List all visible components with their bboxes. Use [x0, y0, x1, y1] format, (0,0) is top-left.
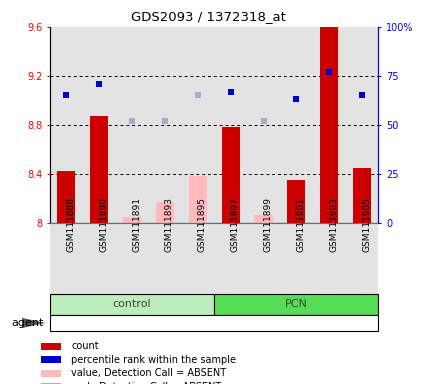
Bar: [82, 27, 115, 223]
Text: GSM111901: GSM111901: [296, 197, 305, 252]
Bar: [345, 223, 378, 294]
Bar: [221, 127, 239, 223]
Text: agent: agent: [11, 318, 43, 328]
Bar: [41, 343, 61, 350]
Bar: [345, 27, 378, 223]
Bar: [115, 223, 148, 294]
Text: PCN: PCN: [284, 299, 307, 310]
Text: rank, Detection Call = ABSENT: rank, Detection Call = ABSENT: [71, 382, 221, 384]
Text: GSM111903: GSM111903: [329, 197, 337, 252]
Bar: [279, 223, 312, 294]
Bar: [155, 202, 174, 223]
Text: percentile rank within the sample: percentile rank within the sample: [71, 355, 236, 365]
Bar: [279, 27, 312, 223]
Text: GSM111895: GSM111895: [197, 197, 206, 252]
Bar: [181, 223, 214, 294]
Text: value, Detection Call = ABSENT: value, Detection Call = ABSENT: [71, 368, 226, 378]
Bar: [214, 27, 247, 223]
Bar: [90, 116, 108, 223]
Text: GSM111897: GSM111897: [230, 197, 239, 252]
Bar: [148, 223, 181, 294]
Text: GSM111899: GSM111899: [263, 197, 272, 252]
Text: GDS2093 / 1372318_at: GDS2093 / 1372318_at: [131, 10, 286, 23]
Bar: [188, 176, 207, 223]
Bar: [50, 294, 214, 315]
Bar: [82, 223, 115, 294]
Polygon shape: [22, 318, 46, 328]
Text: GSM111893: GSM111893: [164, 197, 174, 252]
Bar: [148, 27, 181, 223]
Bar: [41, 370, 61, 377]
Bar: [115, 27, 148, 223]
Bar: [123, 217, 141, 223]
Text: GSM111905: GSM111905: [361, 197, 370, 252]
Bar: [352, 168, 370, 223]
Bar: [50, 223, 82, 294]
Bar: [312, 223, 345, 294]
Text: GSM111890: GSM111890: [99, 197, 108, 252]
Bar: [286, 180, 305, 223]
Bar: [181, 27, 214, 223]
Bar: [247, 27, 279, 223]
Bar: [57, 171, 76, 223]
Bar: [41, 356, 61, 363]
Bar: [214, 294, 378, 315]
Text: count: count: [71, 341, 99, 351]
Bar: [254, 215, 272, 223]
Bar: [214, 223, 247, 294]
Bar: [312, 27, 345, 223]
Text: GSM111888: GSM111888: [66, 197, 75, 252]
Bar: [319, 27, 338, 223]
Bar: [41, 383, 61, 384]
Bar: [247, 223, 279, 294]
Bar: [50, 27, 82, 223]
Text: GSM111891: GSM111891: [132, 197, 141, 252]
Text: control: control: [112, 299, 151, 310]
